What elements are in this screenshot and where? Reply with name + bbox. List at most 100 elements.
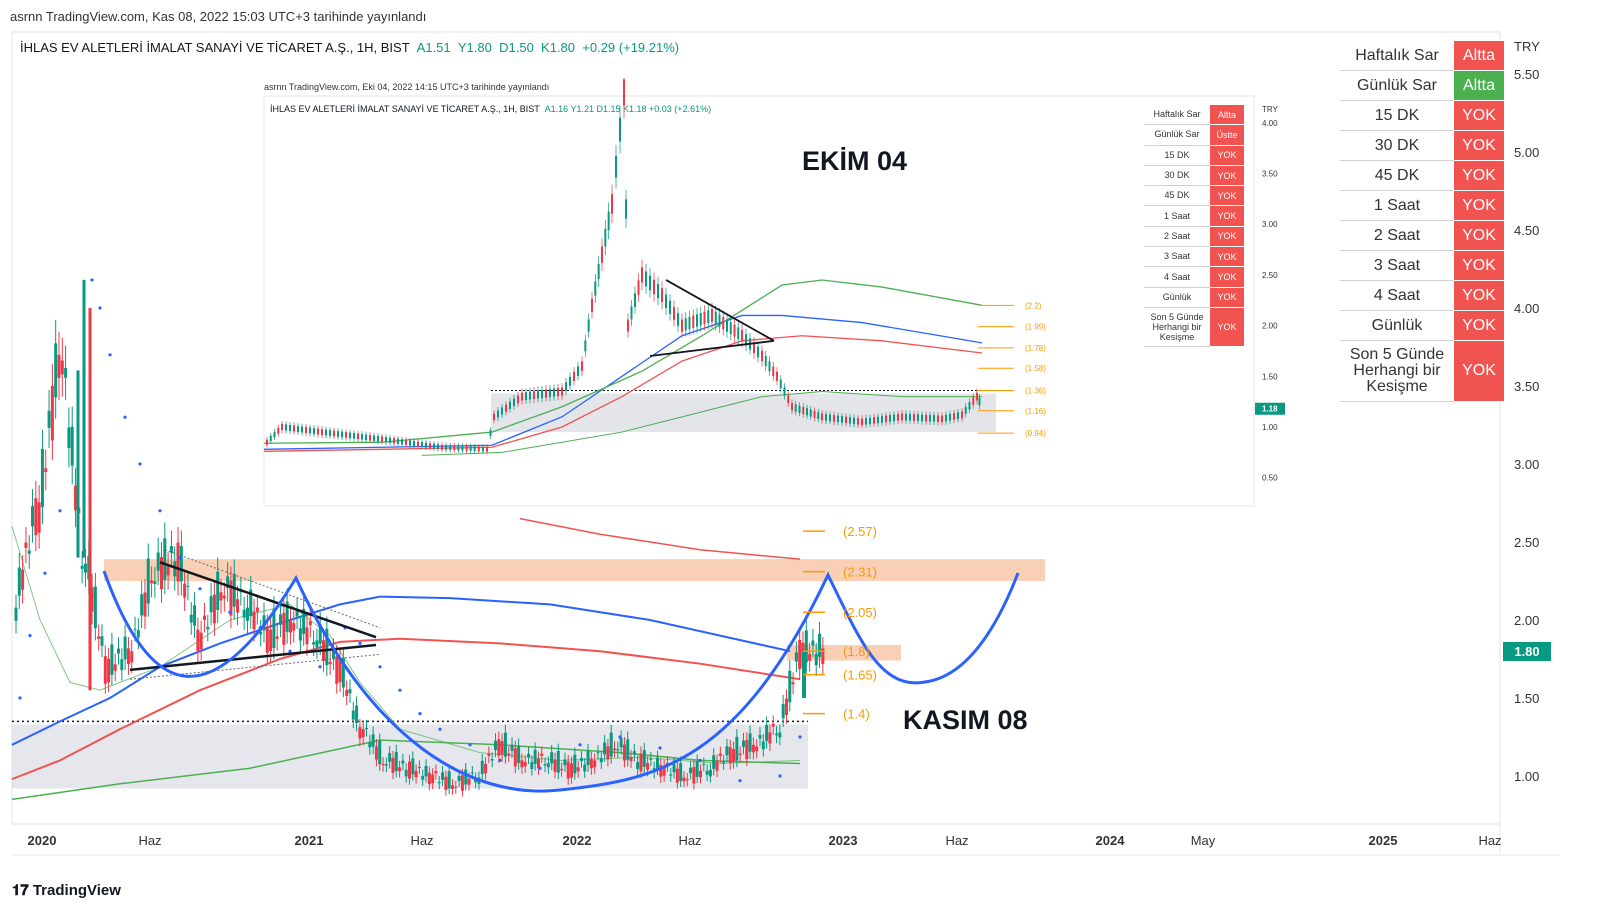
- candle-body: [57, 354, 61, 378]
- inset-candle-body: [653, 279, 655, 295]
- inset-status-label: 1 Saat: [1144, 205, 1210, 227]
- inset-candle-body: [345, 432, 347, 438]
- candle-body: [239, 591, 243, 593]
- status-value: YOK: [1454, 310, 1504, 341]
- y-tick-label: 3.00: [1514, 457, 1539, 472]
- candle-body: [804, 630, 808, 663]
- candle-body: [530, 762, 534, 769]
- candle-body: [546, 763, 550, 768]
- status-row: 4 Saat YOK: [1340, 280, 1504, 311]
- status-label: 4 Saat: [1340, 280, 1454, 311]
- candle-body: [464, 769, 468, 785]
- inset-candle-body: [433, 443, 435, 449]
- candle-body: [216, 571, 220, 611]
- candle-body: [520, 760, 524, 768]
- y-tick-label: 5.50: [1514, 67, 1539, 82]
- candle-body: [460, 775, 464, 791]
- inset-status-value: Üstte: [1210, 124, 1244, 146]
- candle-body: [781, 704, 785, 719]
- status-label: 30 DK: [1340, 130, 1454, 161]
- inset-candle-body: [798, 405, 801, 413]
- candle-body: [632, 751, 636, 755]
- inset-last-price-box: [1255, 402, 1285, 415]
- inset-candle-body: [397, 438, 399, 444]
- candle-body: [563, 759, 567, 766]
- candle-body: [484, 763, 488, 774]
- candle-body: [196, 629, 200, 652]
- candle-body: [550, 752, 554, 764]
- inset-candle-body: [277, 427, 280, 434]
- inset-status-row: Haftalık Sar Altta: [1144, 105, 1244, 126]
- inset-candle-body: [409, 440, 411, 446]
- inset-ma-green-long: [421, 391, 982, 456]
- inset-status-table: Haftalık Sar Altta Günlük Sar Üstte 15 DK YOK…: [1144, 105, 1244, 347]
- inset-candle-body: [533, 391, 535, 400]
- candle-body: [543, 764, 547, 766]
- inset-candle-body: [601, 246, 603, 263]
- candle-body: [662, 766, 666, 776]
- candle-body: [212, 594, 216, 624]
- sar-dot: [108, 353, 112, 357]
- inset-candle-body: [817, 412, 820, 419]
- candle-body: [219, 592, 223, 601]
- inset-candle-body: [909, 413, 911, 421]
- inset-status-value: YOK: [1210, 307, 1244, 347]
- candle-body: [689, 767, 693, 774]
- candle-body: [222, 595, 226, 599]
- inset-y-tick: 1.00: [1262, 423, 1278, 432]
- inset-candle-body: [349, 432, 351, 439]
- inset-candle-body: [813, 410, 816, 418]
- inset-candle-body: [791, 403, 793, 411]
- candle-body: [100, 636, 104, 646]
- y-tick-label: 5.00: [1514, 145, 1539, 160]
- candle-body: [368, 742, 372, 748]
- inset-candle-body: [429, 443, 431, 449]
- candle-body: [156, 552, 160, 571]
- candle-body: [265, 626, 269, 653]
- inset-candle-body: [497, 410, 499, 418]
- annotation-ekim: EKİM 04: [802, 146, 908, 176]
- inset-status-value: YOK: [1210, 246, 1244, 268]
- y-tick-label: 2.00: [1514, 613, 1539, 628]
- inset-candle-body: [281, 423, 283, 431]
- inset-candle-body: [718, 314, 721, 327]
- ma-red: [11, 637, 801, 781]
- candle-body: [80, 565, 84, 569]
- candle-body: [424, 765, 428, 777]
- inset-candle-body: [561, 387, 563, 396]
- inset-y-tick: 3.00: [1262, 220, 1278, 229]
- inset-candle-body: [505, 404, 507, 412]
- candle-body: [480, 760, 484, 775]
- inset-candle-body: [341, 431, 343, 438]
- inset-candle-body: [604, 228, 607, 247]
- candle-body: [275, 636, 279, 639]
- inset-candle-body: [365, 434, 367, 441]
- inset-candle-body: [541, 390, 543, 399]
- sar-dot: [418, 712, 422, 716]
- candle-body: [735, 736, 739, 761]
- inset-candle-body: [405, 439, 407, 445]
- inset-candle-body: [885, 415, 887, 423]
- candle-body: [272, 609, 276, 648]
- open-value: A1.51: [416, 40, 451, 55]
- candle-body: [791, 682, 795, 685]
- inset-header: İHLAS EV ALETLERİ İMALAT SANAYİ VE TİCAR…: [270, 104, 711, 114]
- candle-body: [302, 608, 306, 634]
- tradingview-logo: 𝟏𝟕 TradingView: [12, 882, 121, 899]
- inset-candle-body: [413, 440, 415, 447]
- candle-body: [761, 741, 765, 750]
- inset-status-row: 15 DK YOK: [1144, 145, 1244, 166]
- candle-body: [434, 771, 438, 774]
- x-tick-label: May: [1191, 833, 1216, 848]
- inset-candle-body: [913, 414, 915, 421]
- sar-dot: [738, 779, 742, 783]
- y-tick-label: 2.50: [1514, 535, 1539, 550]
- inset-status-value: YOK: [1210, 226, 1244, 248]
- candle-body: [675, 768, 679, 783]
- candle-body: [232, 573, 236, 607]
- y-tick-label: 3.50: [1514, 379, 1539, 394]
- status-table: Haftalık Sar Altta Günlük Sar Altta 15 DK YOK…: [1340, 41, 1504, 402]
- sar-dot: [90, 278, 94, 282]
- inset-candle-body: [733, 324, 736, 337]
